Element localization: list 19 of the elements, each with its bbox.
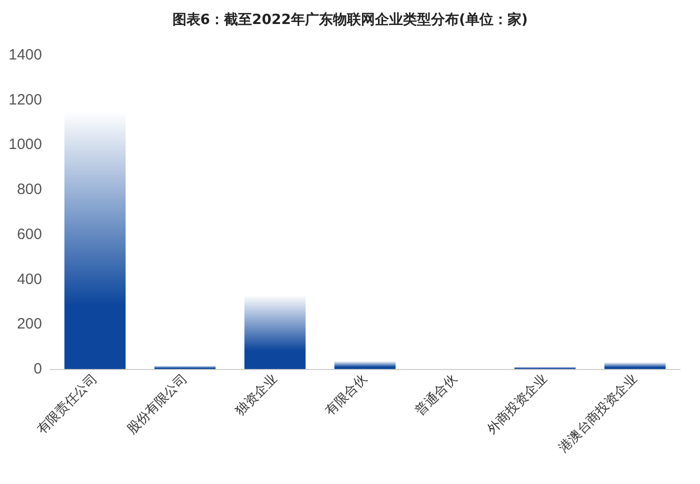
- y-tick-label: 0: [34, 360, 42, 378]
- y-tick-label: 600: [16, 226, 42, 243]
- x-tick-label: 外商投资企业: [484, 372, 550, 438]
- y-tick-label: 1400: [8, 46, 42, 64]
- y-tick-label: 400: [16, 270, 42, 288]
- x-tick-label: 有限合伙: [322, 372, 370, 420]
- y-tick-label: 1000: [8, 136, 42, 154]
- bar: [604, 362, 666, 369]
- bar: [244, 294, 306, 369]
- x-tick-label: 普通合伙: [412, 370, 460, 420]
- y-tick-label: 800: [16, 181, 42, 198]
- bar: [334, 361, 396, 369]
- chart-title: 图表6：截至2022年广东物联网企业类型分布(单位：家): [172, 11, 528, 28]
- x-tick-label: 独资企业: [232, 372, 280, 420]
- y-tick-label: 1200: [8, 91, 42, 108]
- bar: [154, 366, 216, 369]
- x-tick-label: 港澳台商投资企业: [556, 372, 640, 456]
- x-tick-label: 股份有限公司: [124, 372, 190, 438]
- y-tick-label: 200: [16, 316, 42, 333]
